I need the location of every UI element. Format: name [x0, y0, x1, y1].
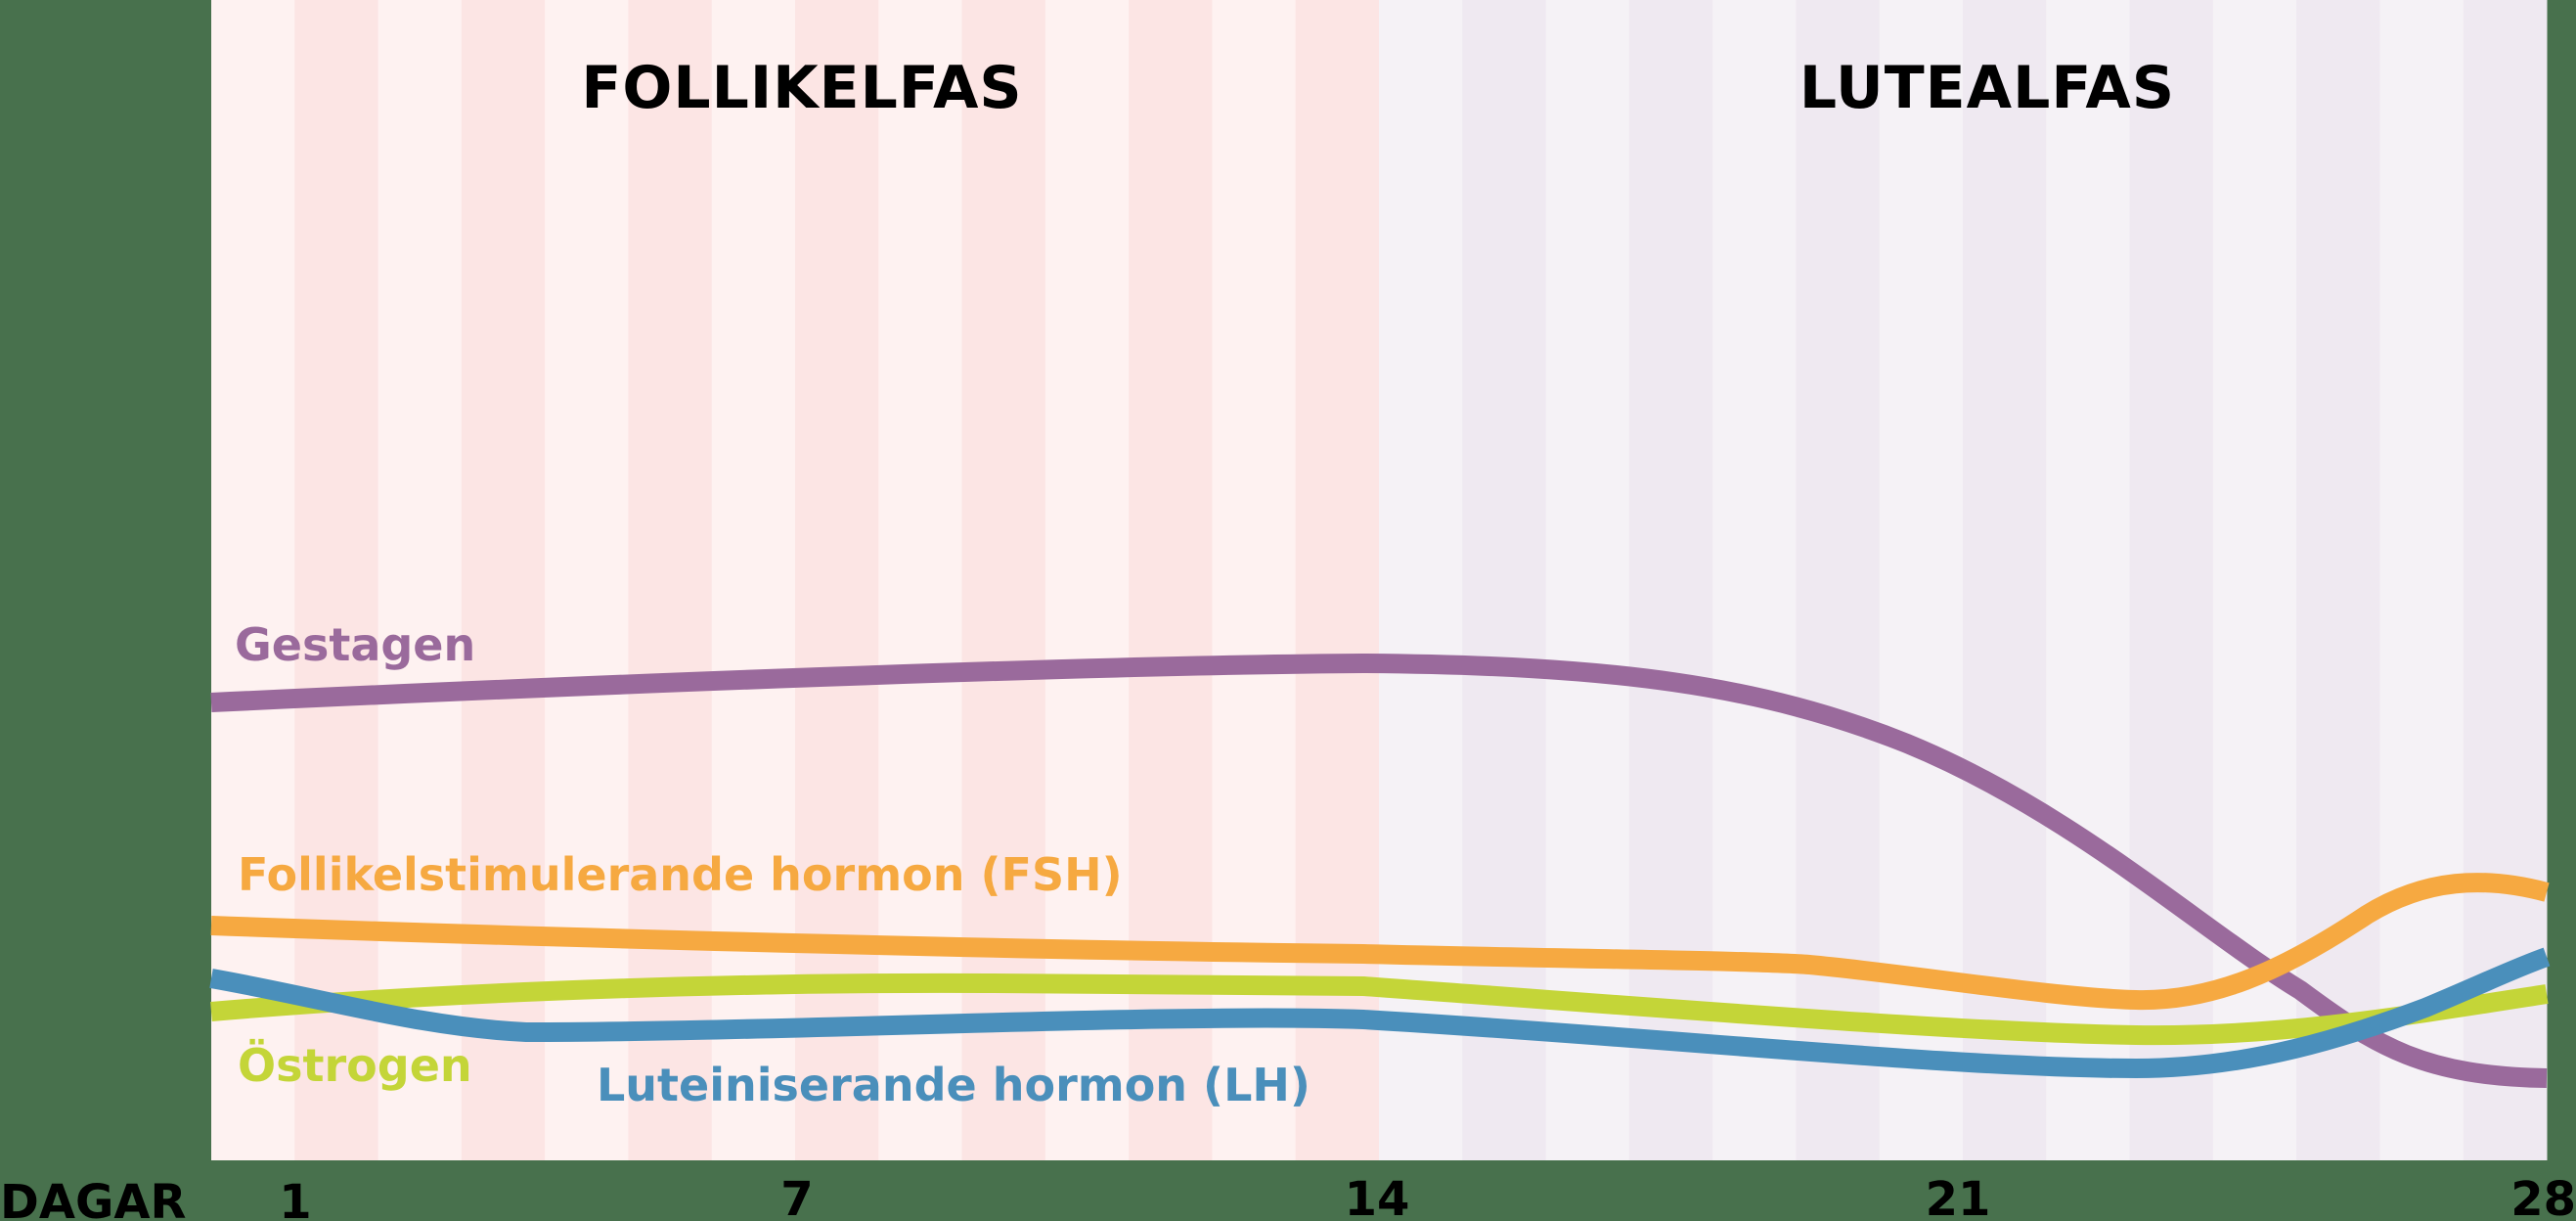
- ostrogen-label: Östrogen: [238, 1039, 472, 1092]
- day-stripe: [461, 0, 546, 1160]
- day-stripe: [2296, 0, 2380, 1160]
- day-stripe: [1963, 0, 2047, 1160]
- day-stripe: [294, 0, 379, 1160]
- fsh-line: [210, 873, 2550, 1011]
- lh-label: Luteiniserande hormon (LH): [597, 1059, 1310, 1111]
- gestagen-label: Gestagen: [235, 618, 475, 671]
- day-stripe: [961, 0, 1046, 1160]
- x-tick-7: 7: [780, 1172, 813, 1221]
- x-tick-21: 21: [1926, 1172, 1991, 1221]
- day-stripe: [545, 0, 629, 1160]
- lh-line: [209, 947, 2551, 1079]
- day-stripes: [211, 0, 2548, 1160]
- ostrogen-line: [210, 972, 2549, 1046]
- day-stripe: [2379, 0, 2465, 1160]
- day-stripe: [1044, 0, 1130, 1160]
- day-stripe: [1545, 0, 1630, 1160]
- day-stripe: [211, 0, 295, 1160]
- fsh-label: Follikelstimulerande hormon (FSH): [238, 848, 1123, 901]
- day-stripe: [1295, 0, 1380, 1160]
- day-stripe: [711, 0, 796, 1160]
- day-stripe: [1796, 0, 1881, 1160]
- x-axis-title: DAGAR: [0, 1175, 187, 1221]
- day-stripe: [795, 0, 879, 1160]
- day-stripe: [1212, 0, 1297, 1160]
- x-tick-1: 1: [279, 1175, 311, 1221]
- phase-title-luteal: LUTEALFAS: [1799, 54, 2175, 122]
- day-stripe: [628, 0, 713, 1160]
- day-stripe: [2129, 0, 2214, 1160]
- day-stripe: [878, 0, 963, 1160]
- day-stripe: [378, 0, 463, 1160]
- day-stripe: [1129, 0, 1213, 1160]
- phase-title-follicular: FOLLIKELFAS: [581, 54, 1022, 122]
- gestagen-line: [210, 653, 2548, 1088]
- x-tick-14: 14: [1345, 1172, 1410, 1221]
- day-stripe: [1628, 0, 1713, 1160]
- x-tick-28: 28: [2510, 1172, 2576, 1221]
- day-stripe: [1712, 0, 1797, 1160]
- day-stripe: [1379, 0, 1463, 1160]
- day-stripe: [2046, 0, 2131, 1160]
